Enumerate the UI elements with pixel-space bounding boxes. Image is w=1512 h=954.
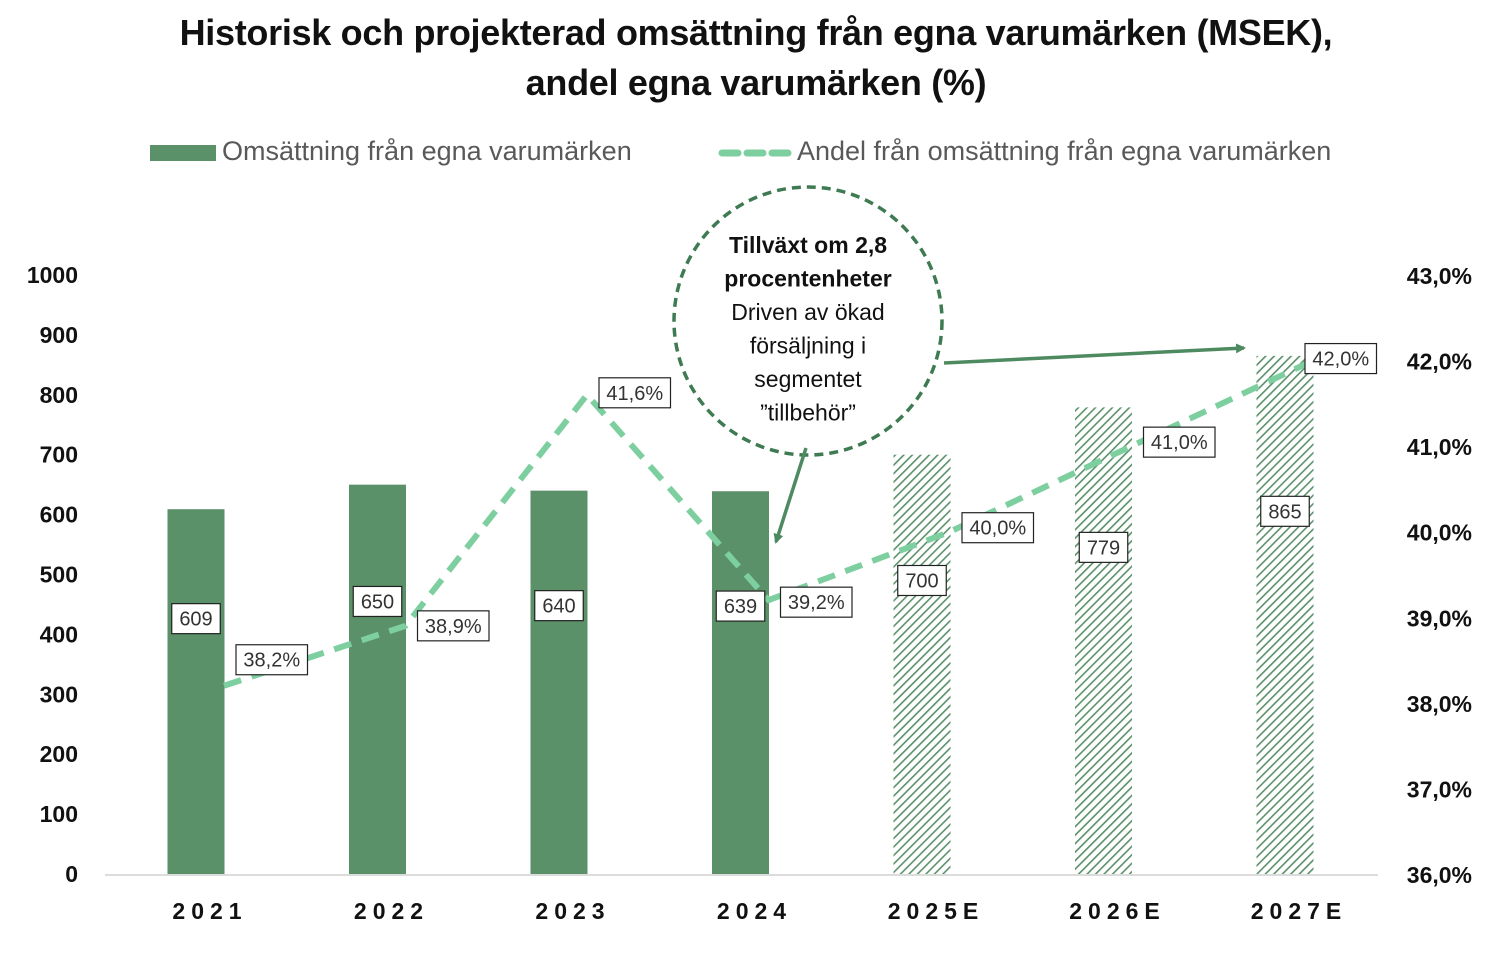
y-left-tick-600: 600 xyxy=(40,502,78,528)
y-right-tick-5: 41,0% xyxy=(1407,434,1472,460)
annotation-line-2: Driven av ökad xyxy=(731,299,884,325)
y-left-tick-100: 100 xyxy=(40,801,78,827)
bar-value-label-2022-box xyxy=(352,585,403,618)
bar-value-label-2025e-box xyxy=(897,564,947,597)
y-right-tick-2: 38,0% xyxy=(1407,691,1472,717)
x-tick-2021: 2021 xyxy=(172,898,247,924)
chart-title: Historisk och projekterad omsättning frå… xyxy=(179,12,1333,53)
annotation-line-1: procentenheter xyxy=(724,266,891,292)
line-value-label-2021: 38,2% xyxy=(235,644,309,676)
annotation-circle xyxy=(672,185,944,457)
line-value-label-2021-box xyxy=(235,644,309,676)
legend-bar-swatch xyxy=(150,145,216,161)
line-value-label-2025e-box xyxy=(961,512,1035,544)
y-right-tick-0: 36,0% xyxy=(1407,862,1472,888)
bar-2025e xyxy=(893,454,951,874)
line-value-label-2024-text: 39,2% xyxy=(788,592,845,614)
line-value-label-2023-box xyxy=(598,377,672,409)
y-right-tick-4: 40,0% xyxy=(1407,520,1472,546)
bar-value-label-2022-text: 650 xyxy=(361,591,394,613)
bar-value-label-2027e-box xyxy=(1260,495,1310,527)
line-value-label-2026e-text: 41,0% xyxy=(1151,432,1208,454)
chart-subtitle: andel egna varumärken (%) xyxy=(525,62,987,103)
bar-2027e xyxy=(1256,355,1314,874)
x-tick-2022: 2022 xyxy=(354,898,429,924)
bar-value-label-2023: 640 xyxy=(534,590,584,622)
y-right-tick-3: 39,0% xyxy=(1407,605,1472,631)
x-tick-2027e: 2027E xyxy=(1251,898,1348,924)
bar-value-label-2021-text: 609 xyxy=(179,609,212,631)
line-value-label-2022: 38,9% xyxy=(416,610,490,642)
line-value-label-2023-text: 41,6% xyxy=(606,383,663,405)
bar-value-label-2023-box xyxy=(534,590,584,622)
x-tick-2023: 2023 xyxy=(535,898,610,924)
line-value-label-2027e-box xyxy=(1304,342,1378,375)
y-left-tick-1000: 1000 xyxy=(27,262,78,288)
x-tick-2024: 2024 xyxy=(717,898,792,924)
bar-2022 xyxy=(349,484,406,874)
bar-value-label-2026e: 779 xyxy=(1078,531,1129,563)
legend-line-swatch xyxy=(718,149,798,157)
line-value-label-2027e: 42,0% xyxy=(1304,342,1378,375)
y-left-tick-0: 0 xyxy=(65,861,78,887)
bar-value-label-2026e-text: 779 xyxy=(1087,537,1120,559)
y-right-tick-7: 43,0% xyxy=(1407,263,1472,289)
bar-value-label-2026e-box xyxy=(1078,531,1129,563)
annotation-line-4: segmentet xyxy=(754,366,862,392)
line-value-label-2021-text: 38,2% xyxy=(243,650,300,672)
bar-value-label-2027e-text: 865 xyxy=(1268,501,1301,523)
line-value-label-2026e-box xyxy=(1142,426,1216,458)
y-left-tick-700: 700 xyxy=(40,442,78,468)
line-value-label-2025e: 40,0% xyxy=(961,512,1035,544)
bar-value-label-2027e: 865 xyxy=(1260,495,1310,527)
line-value-label-2026e: 41,0% xyxy=(1142,426,1216,458)
line-value-label-2027e-text: 42,0% xyxy=(1312,349,1369,371)
bar-value-label-2021: 609 xyxy=(171,603,221,635)
bar-value-label-2024-text: 639 xyxy=(724,596,757,618)
bar-value-label-2022: 650 xyxy=(352,585,403,618)
y-left-tick-400: 400 xyxy=(40,621,78,647)
line-value-label-2023: 41,6% xyxy=(598,377,672,409)
bar-value-label-2023-text: 640 xyxy=(542,596,575,618)
annotation-line-3: försäljning i xyxy=(750,333,866,359)
legend-bar-label: Omsättning från egna varumärken xyxy=(222,136,632,166)
y-left-tick-900: 900 xyxy=(40,322,78,348)
y-left-tick-300: 300 xyxy=(40,681,78,707)
line-value-label-2024: 39,2% xyxy=(779,586,853,618)
bar-2024 xyxy=(712,491,769,874)
line-value-label-2024-box xyxy=(779,586,853,618)
bar-value-label-2024: 639 xyxy=(715,590,766,622)
y-left-tick-800: 800 xyxy=(40,382,78,408)
bar-value-label-2025e-text: 700 xyxy=(905,570,938,592)
annotation-line-5: ”tillbehör” xyxy=(760,400,856,426)
y-left-tick-200: 200 xyxy=(40,741,78,767)
annotation-line-0: Tillväxt om 2,8 xyxy=(729,232,887,258)
annotation-arrow-down xyxy=(773,447,808,544)
line-value-label-2025e-text: 40,0% xyxy=(969,518,1026,540)
x-tick-2026e: 2026E xyxy=(1069,898,1166,924)
annotation-arrow-right xyxy=(943,343,1246,365)
bar-2021 xyxy=(167,509,225,874)
bar-value-label-2025e: 700 xyxy=(897,564,947,597)
y-left-tick-500: 500 xyxy=(40,562,78,588)
x-tick-2025e: 2025E xyxy=(888,898,985,924)
bar-value-label-2021-box xyxy=(171,603,221,635)
line-value-label-2022-text: 38,9% xyxy=(425,616,482,638)
legend-line-label: Andel från omsättning från egna varumärk… xyxy=(797,136,1332,166)
bar-2026e xyxy=(1075,407,1132,874)
y-right-tick-6: 42,0% xyxy=(1407,349,1472,375)
line-value-label-2022-box xyxy=(416,610,490,642)
y-right-tick-1: 37,0% xyxy=(1407,776,1472,802)
bar-2023 xyxy=(530,490,588,874)
bar-value-label-2024-box xyxy=(715,590,766,622)
